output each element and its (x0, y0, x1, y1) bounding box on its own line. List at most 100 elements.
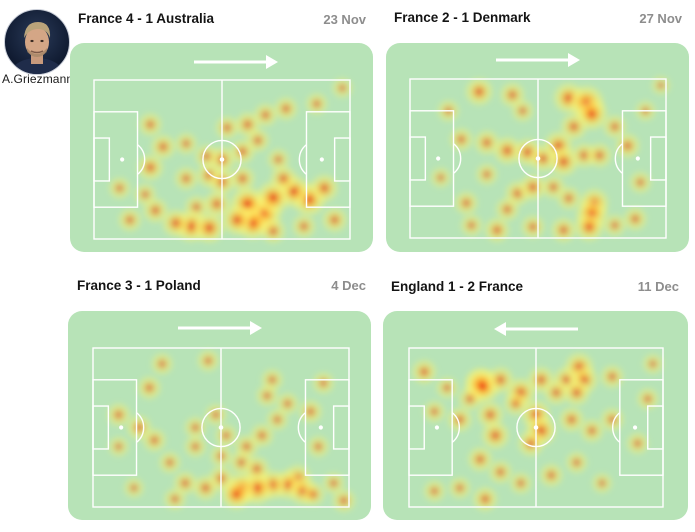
heat-spot (507, 469, 534, 497)
heat-spot (140, 426, 169, 455)
pitch-lines (408, 347, 664, 508)
match-date: 27 Nov (639, 11, 682, 26)
attack-direction-arrow (194, 55, 278, 69)
heatmap-card (70, 43, 373, 252)
heat-spot (486, 458, 515, 486)
heat-spot (115, 206, 144, 234)
heat-spot (621, 205, 650, 233)
heatmap-card (383, 311, 688, 520)
heat-spot (243, 126, 272, 155)
heat-spot (290, 212, 318, 241)
heat-spot (482, 215, 512, 245)
heat-spot (537, 461, 566, 490)
heat-spot (121, 475, 147, 501)
heat-spot (242, 454, 272, 484)
heat-spot (191, 210, 227, 246)
pitch-lines (93, 79, 351, 240)
heat-spot (624, 430, 651, 457)
heat-spot (421, 477, 448, 505)
heat-spot (135, 373, 164, 402)
match-title: France 4 - 1 Australia (78, 11, 215, 26)
heat-spot (463, 75, 496, 108)
heat-spot (258, 216, 288, 246)
heat-spot (274, 390, 301, 417)
heat-spot (465, 444, 495, 474)
heat-spot (563, 449, 590, 476)
heat-spot (613, 131, 643, 161)
heat-spot (303, 90, 330, 118)
pitch-lines (409, 78, 667, 239)
heat-spot (601, 212, 628, 239)
heat-layer (428, 73, 673, 245)
heat-spot (296, 397, 325, 426)
heat-spot (649, 73, 673, 98)
player-name: A.Griezmann (2, 72, 74, 86)
match-date: 23 Nov (323, 12, 366, 27)
heat-spot (479, 419, 512, 452)
heat-spot (106, 174, 133, 202)
heat-spot (106, 434, 132, 460)
heat-spot (421, 398, 448, 425)
heat-spot (156, 449, 183, 476)
heat-spot (259, 366, 286, 393)
attack-direction-arrow (178, 321, 262, 335)
heat-spot (195, 347, 222, 374)
heat-spot (310, 369, 337, 397)
heat-spot (329, 486, 358, 515)
heatmap-pitch (93, 55, 355, 246)
heat-spot (640, 351, 666, 377)
heat-spot (470, 484, 500, 514)
heat-spot (554, 184, 583, 213)
heat-spot (272, 94, 300, 123)
player-avatar (4, 9, 70, 75)
match-title: France 2 - 1 Denmark (394, 10, 531, 25)
heat-spot (308, 172, 341, 205)
heatmap-pitch (92, 321, 358, 515)
match-date: 4 Dec (331, 278, 366, 293)
heat-spot (172, 164, 201, 193)
match-title: England 1 - 2 France (391, 279, 524, 294)
heat-spot (584, 140, 615, 170)
player-photo (4, 9, 70, 75)
heat-spot (329, 75, 355, 101)
heat-layer (104, 347, 358, 515)
heat-spot (132, 181, 159, 208)
heat-spot (549, 215, 579, 245)
match-date: 11 Dec (637, 279, 679, 294)
heatmap-card (386, 43, 689, 252)
heat-spot (598, 362, 627, 391)
heat-spot (473, 161, 500, 188)
heat-spot (172, 130, 200, 157)
heat-spot (627, 169, 654, 196)
heat-spot (577, 416, 606, 445)
heat-spot (161, 485, 189, 513)
heatmap-pitch (408, 322, 666, 514)
heat-spot (265, 146, 292, 173)
heat-spot (433, 374, 461, 401)
attack-direction-arrow (496, 53, 580, 67)
heat-spot (104, 400, 133, 429)
heat-spot (572, 210, 606, 244)
heat-spot (305, 433, 332, 460)
heat-layer (106, 75, 355, 246)
heat-spot (320, 205, 350, 235)
heat-spot (182, 433, 209, 460)
attack-direction-arrow (494, 322, 578, 336)
heat-spot (561, 377, 592, 408)
heat-spot (447, 125, 476, 154)
heat-spot (409, 357, 439, 387)
heat-spot (541, 377, 571, 408)
heat-spot (182, 414, 209, 441)
pitch-lines (92, 347, 350, 508)
heat-spot (518, 212, 547, 241)
heat-spot (589, 470, 615, 496)
heat-spot (148, 132, 178, 162)
heat-layer (409, 350, 666, 514)
heat-spot (515, 428, 547, 459)
heat-spot (501, 389, 530, 418)
heat-spot (136, 110, 165, 139)
heat-spot (428, 165, 454, 191)
heat-spot (456, 384, 484, 413)
heat-spot (458, 212, 485, 239)
heat-spot (517, 171, 549, 203)
